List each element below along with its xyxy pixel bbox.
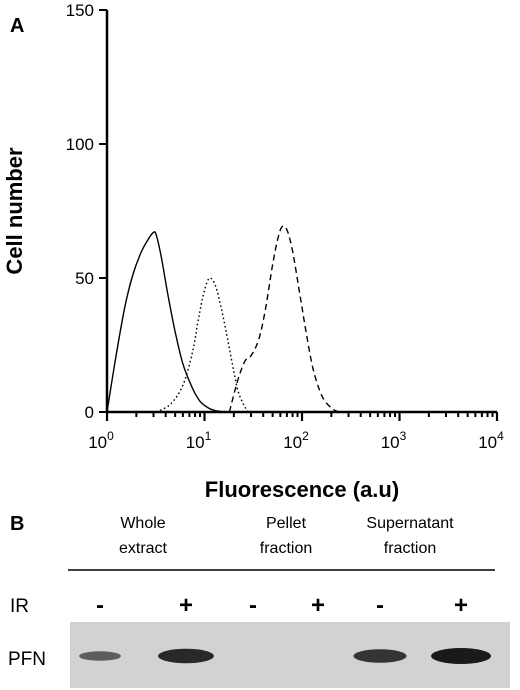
y-tick-label: 100 <box>66 135 94 154</box>
ir-sign: - <box>376 592 384 619</box>
pellet-fraction-label-line2: fraction <box>260 540 312 557</box>
pfn-band <box>158 648 214 664</box>
y-tick-label: 150 <box>66 1 94 20</box>
y-axis-title: Cell number <box>2 147 27 275</box>
x-tick-label: 103 <box>381 429 407 452</box>
ir-treatment-signs: - + - + - + <box>96 592 468 619</box>
western-blot-bands <box>79 648 491 664</box>
whole-extract-label-line2: extract <box>119 540 168 557</box>
pellet-fraction-label-line1: Pellet <box>266 515 307 532</box>
x-axis-ticks: 100 101 102 103 104 <box>88 412 504 452</box>
y-axis-ticks: 0 50 100 150 <box>66 1 107 422</box>
x-tick-label: 102 <box>283 429 309 452</box>
pfn-band <box>353 649 407 663</box>
ir-sign: + <box>311 592 325 619</box>
y-tick-label: 50 <box>75 269 94 288</box>
pfn-band <box>431 648 491 664</box>
flow-histogram-chart: 0 50 100 150 100 101 102 103 104 Cell number Fl… <box>2 1 504 502</box>
ir-sign: + <box>179 592 193 619</box>
fraction-header: Whole extract Pellet fraction Supernatan… <box>119 515 454 557</box>
y-tick-label: 0 <box>85 403 94 422</box>
x-tick-label: 104 <box>478 429 504 452</box>
x-axis-title: Fluorescence (a.u) <box>205 477 399 502</box>
whole-extract-label-line1: Whole <box>120 515 165 532</box>
x-tick-label: 101 <box>186 429 212 452</box>
ir-sign: - <box>96 592 104 619</box>
panel-b-label: B <box>10 513 24 535</box>
histogram-curve-solid <box>106 231 225 413</box>
histogram-curve-dashed <box>228 225 340 413</box>
x-tick-label: 100 <box>88 429 114 452</box>
ir-sign: - <box>249 592 257 619</box>
ir-sign: + <box>454 592 468 619</box>
supernatant-fraction-label-line2: fraction <box>384 540 436 557</box>
panel-a-label: A <box>10 15 24 37</box>
pfn-band <box>79 651 121 661</box>
blot-row-label: PFN <box>8 649 46 670</box>
ir-row-label: IR <box>10 596 29 617</box>
supernatant-fraction-label-line1: Supernatant <box>366 515 454 532</box>
histogram-curves <box>106 225 340 413</box>
